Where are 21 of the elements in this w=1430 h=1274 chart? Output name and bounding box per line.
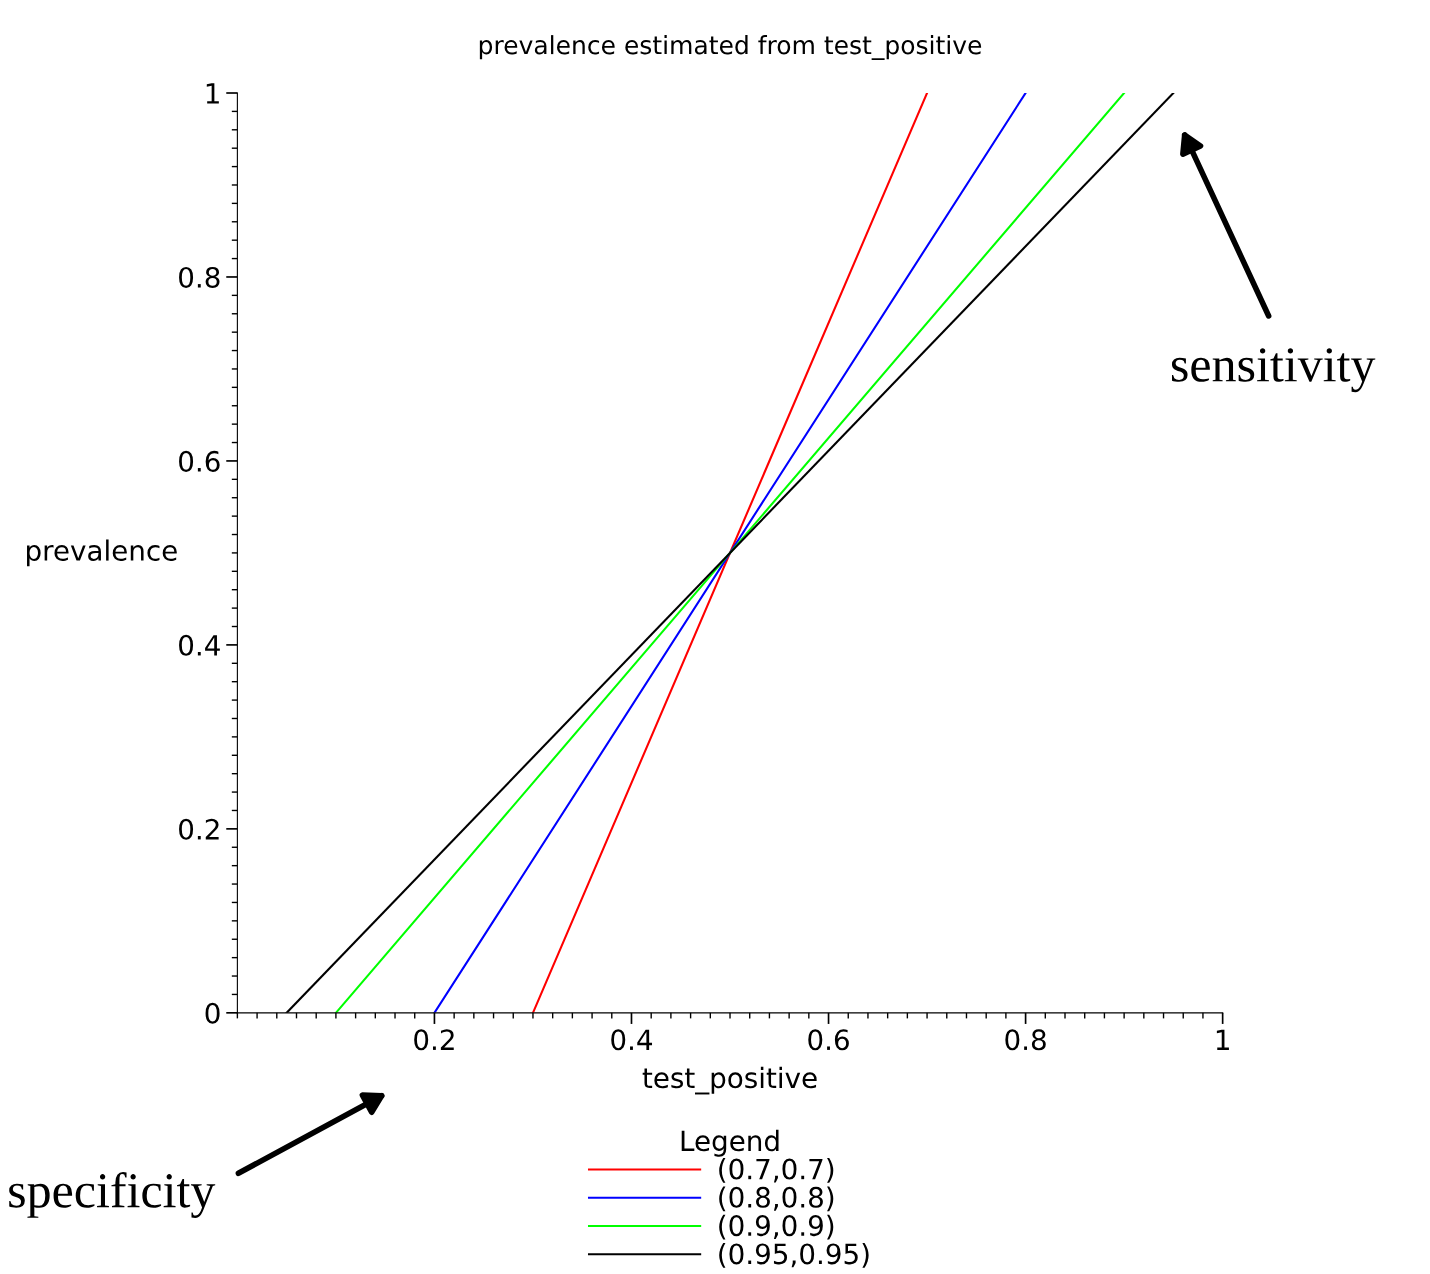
legend-label: (0.9,0.9) <box>719 1214 834 1240</box>
y-tick-label: 0.2 <box>179 818 219 840</box>
x-tick-label: 0.4 <box>611 1029 653 1051</box>
y-axis-title: prevalence <box>27 539 177 567</box>
annotation: sensitivity <box>1171 348 1376 393</box>
x-tick-label: 0.6 <box>808 1029 849 1051</box>
legend-title: Legend <box>681 1129 779 1157</box>
y-tick-label: 0.4 <box>179 634 220 656</box>
chart-title: prevalence estimated from test_positive <box>479 35 982 61</box>
x-axis-title: test_positive <box>642 1066 817 1095</box>
y-tick-label: 0.6 <box>179 450 220 472</box>
y-tick-label: 0.8 <box>179 266 220 288</box>
x-tick-label: 0.2 <box>414 1029 454 1051</box>
text: specificity <box>9 1172 216 1219</box>
x-tick-label: 1 <box>1216 1029 1229 1050</box>
y-tick-label: 0 <box>205 1002 220 1024</box>
legend-label: (0.7,0.7) <box>719 1158 834 1183</box>
legend-label: (0.8,0.8) <box>719 1186 834 1212</box>
legend-label: (0.95,0.95) <box>719 1242 869 1268</box>
x-tick-label: 0.8 <box>1005 1029 1046 1051</box>
y-tick-label: 1 <box>206 83 219 104</box>
